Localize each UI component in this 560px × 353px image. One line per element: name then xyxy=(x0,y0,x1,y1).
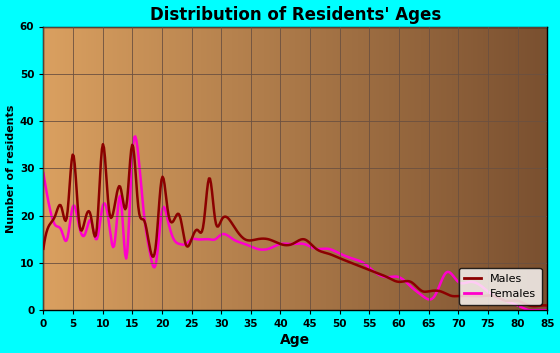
Females xyxy=(534,308,540,312)
Females xyxy=(544,308,550,312)
Males xyxy=(534,304,540,308)
Males xyxy=(40,247,46,251)
Males xyxy=(341,258,348,262)
Males xyxy=(100,142,106,146)
Females xyxy=(341,253,348,258)
Males xyxy=(531,304,538,308)
Females xyxy=(454,279,461,283)
Females xyxy=(281,241,287,246)
Females xyxy=(40,171,46,175)
Females xyxy=(526,308,533,312)
Females xyxy=(132,134,139,138)
Line: Females: Females xyxy=(43,136,547,310)
Males xyxy=(283,243,290,247)
Y-axis label: Number of residents: Number of residents xyxy=(6,104,16,233)
Line: Males: Males xyxy=(43,144,547,306)
Males xyxy=(281,243,287,247)
X-axis label: Age: Age xyxy=(280,334,310,347)
Males xyxy=(454,294,461,298)
Legend: Males, Females: Males, Females xyxy=(459,268,542,305)
Males xyxy=(314,247,320,252)
Males xyxy=(544,303,550,307)
Females xyxy=(283,242,290,246)
Title: Distribution of Residents' Ages: Distribution of Residents' Ages xyxy=(150,6,441,24)
Females xyxy=(314,247,320,251)
